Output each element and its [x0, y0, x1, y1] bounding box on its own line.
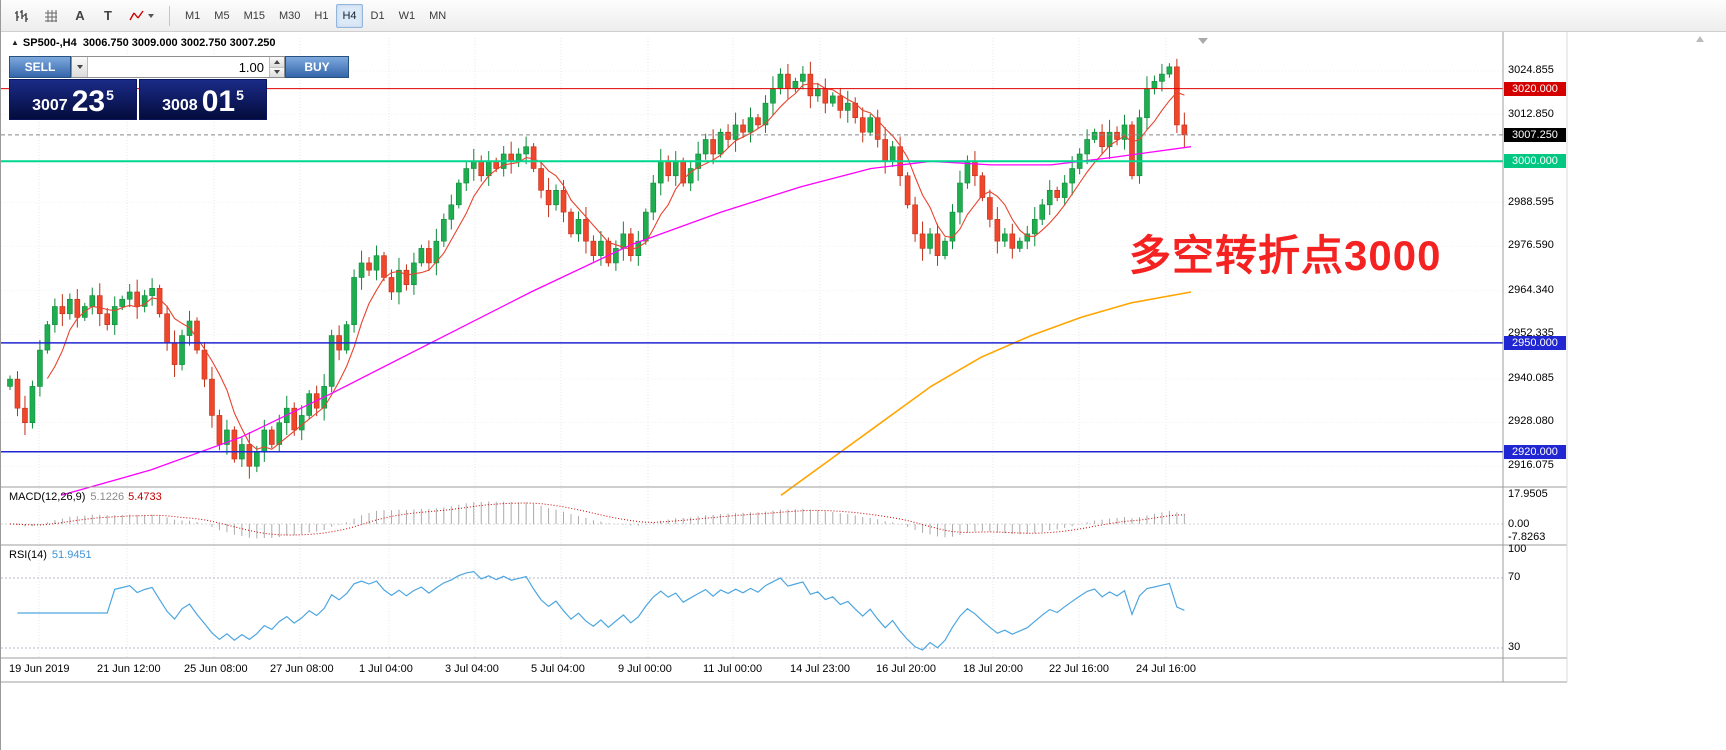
price-chart[interactable]: [1, 32, 1726, 750]
macd-signal-value: 5.4733: [128, 491, 162, 503]
chart-window: ▲ SP500-,H4 3006.750 3009.000 3002.750 30…: [1, 32, 1726, 750]
macd-title: MACD(12,26,9): [9, 491, 86, 503]
timeframe-button-w1[interactable]: W1: [398, 9, 416, 22]
price-badge: 3007.250: [1504, 127, 1566, 142]
time-axis-label: 21 Jun 12:00: [97, 663, 161, 675]
symbol-timeframe-label: SP500-,H4: [22, 37, 77, 49]
timeframe-button-h1[interactable]: H1: [314, 9, 329, 22]
volume-spinner: [269, 57, 284, 77]
time-axis-label: 19 Jun 2019: [9, 663, 70, 675]
symbol-header: ▲ SP500-,H4 3006.750 3009.000 3002.750 30…: [11, 37, 276, 49]
macd-axis-label: 0.00: [1508, 518, 1530, 530]
time-axis-label: 27 Jun 08:00: [270, 663, 334, 675]
price-axis-label: 2940.085: [1508, 371, 1554, 384]
time-axis-label: 24 Jul 16:00: [1136, 663, 1196, 675]
sell-price-main: 3007: [32, 97, 68, 115]
timeframe-button-h4[interactable]: H4: [336, 3, 363, 28]
time-axis-label: 16 Jul 20:00: [876, 663, 936, 675]
price-axis-label: 2988.595: [1508, 195, 1554, 208]
sell-price-fraction: 5: [106, 87, 114, 103]
chevron-down-icon: [76, 65, 83, 69]
volume-control: [71, 56, 285, 78]
timeframe-button-m5[interactable]: M5: [214, 9, 230, 22]
chevron-down-icon: [148, 13, 154, 18]
rsi-axis-label: 100: [1508, 543, 1527, 555]
macd-header: MACD(12,26,9) 5.1226 5.4733: [9, 491, 162, 503]
price-axis-label: 3012.850: [1508, 107, 1554, 120]
timeframe-button-d1[interactable]: D1: [370, 9, 385, 22]
timeframe-button-m30[interactable]: M30: [278, 9, 301, 22]
time-axis-label: 22 Jul 16:00: [1049, 663, 1109, 675]
time-axis-label: 25 Jun 08:00: [184, 663, 248, 675]
buy-price-fraction: 5: [236, 87, 244, 103]
bar-chart-icon[interactable]: [7, 4, 35, 28]
time-axis-label: 9 Jul 00:00: [618, 663, 672, 675]
timeframe-button-m15[interactable]: M15: [243, 9, 265, 22]
buy-price-display[interactable]: 3008 01 5: [139, 79, 267, 120]
macd-main-value: 5.1226: [90, 491, 125, 503]
grid-icon[interactable]: [37, 4, 65, 28]
text-t-icon[interactable]: T: [104, 8, 112, 23]
text-a-icon[interactable]: A: [75, 8, 85, 23]
rsi-value: 51.9451: [51, 549, 92, 561]
price-badge: 2950.000: [1504, 335, 1566, 350]
toolbar-separator: [169, 5, 170, 26]
rsi-header: RSI(14) 51.9451: [9, 549, 92, 561]
price-axis-label: 2964.340: [1508, 283, 1554, 296]
volume-input[interactable]: [88, 57, 269, 77]
time-axis-label: 11 Jul 00:00: [703, 663, 763, 675]
zigzag-dropdown-icon[interactable]: [123, 4, 160, 28]
price-axis-label: 2916.075: [1508, 459, 1554, 471]
volume-down-button[interactable]: [270, 67, 284, 77]
ohlc-readout: 3006.750 3009.000 3002.750 3007.250: [82, 37, 276, 49]
price-axis-label: 2976.590: [1508, 239, 1554, 252]
time-axis-label: 3 Jul 04:00: [445, 663, 499, 675]
macd-axis-label: 17.9505: [1508, 488, 1548, 501]
sell-price-display[interactable]: 3007 23 5: [9, 79, 137, 120]
price-badge: 3020.000: [1504, 81, 1566, 96]
symbol-marker-icon: ▲: [11, 38, 19, 47]
rsi-title: RSI(14): [9, 549, 47, 561]
time-axis-label: 5 Jul 04:00: [531, 663, 585, 675]
price-badge: 3000.000: [1504, 154, 1566, 169]
buy-price-main: 3008: [162, 97, 198, 115]
sell-price-pips: 23: [71, 85, 106, 119]
price-axis-label: 3024.855: [1508, 64, 1554, 76]
chevron-down-icon: [274, 70, 280, 75]
time-axis-label: 1 Jul 04:00: [359, 663, 413, 675]
chart-annotation: 多空转折点3000: [1129, 232, 1442, 279]
rsi-axis-label: 30: [1508, 641, 1521, 653]
rsi-axis-label: 70: [1508, 571, 1521, 583]
timeframe-group: M1 M5 M15 M30 H1 H4 D1 W1 MN: [179, 3, 452, 28]
price-axis-label: 2928.080: [1508, 415, 1554, 428]
timeframe-button-m1[interactable]: M1: [185, 9, 201, 22]
buy-button[interactable]: BUY: [285, 56, 349, 78]
price-badge: 2920.000: [1504, 444, 1566, 459]
one-click-trading-panel: SELL BUY 3007 23 5 3008 01 5: [9, 56, 349, 120]
macd-axis-label: -7.8263: [1508, 531, 1546, 544]
sell-button[interactable]: SELL: [9, 56, 71, 78]
time-axis-label: 14 Jul 23:00: [790, 663, 850, 675]
timeframe-button-mn[interactable]: MN: [429, 9, 447, 22]
buy-price-pips: 01: [201, 85, 236, 119]
chevron-up-icon: [274, 59, 280, 64]
time-axis-label: 18 Jul 20:00: [963, 663, 1023, 675]
volume-dropdown-button[interactable]: [72, 57, 88, 77]
volume-up-button[interactable]: [270, 57, 284, 68]
